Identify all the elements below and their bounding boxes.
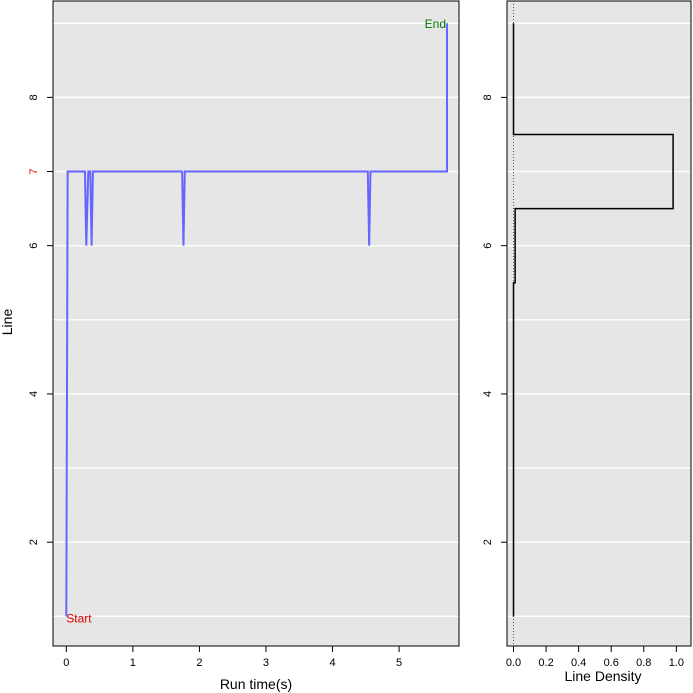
x-tick-label: 1.0 <box>669 657 684 669</box>
density-x-axis-title: Line Density <box>564 668 641 684</box>
x-tick-label: 0.0 <box>506 657 521 669</box>
y-tick-label: 6 <box>482 243 494 249</box>
trace-series-line <box>65 23 449 617</box>
trace-y-axis-title: Line <box>0 309 15 336</box>
x-tick-label: 2 <box>196 657 202 669</box>
x-tick-label: 0 <box>63 657 69 669</box>
plot-frame <box>52 0 460 647</box>
trace-panel: 0 1 2 3 4 5 2 4 6 7 8 Start End <box>28 0 460 669</box>
x-tick-label: 0.2 <box>538 657 553 669</box>
y-tick-label: 4 <box>482 391 494 397</box>
x-tick-label: 0.8 <box>636 657 651 669</box>
trace-x-axis-title: Run time(s) <box>220 676 292 692</box>
x-tick-label: 0.6 <box>604 657 619 669</box>
end-annotation: End <box>425 17 446 31</box>
y-tick-label: 2 <box>482 539 494 545</box>
plot-background <box>507 1 691 646</box>
y-tick-label: 2 <box>28 539 40 545</box>
density-panel: 0.0 0.2 0.4 0.6 0.8 1.0 2 4 6 8 <box>482 0 692 669</box>
plot-background <box>53 1 459 646</box>
plot-frame <box>506 0 692 647</box>
y-tick-label: 7 <box>28 168 40 174</box>
start-annotation: Start <box>66 611 92 625</box>
y-tick-label: 4 <box>28 391 40 397</box>
x-tick-label: 0.4 <box>571 657 586 669</box>
y-tick-label: 8 <box>28 94 40 100</box>
y-tick-label: 6 <box>28 243 40 249</box>
x-tick-label: 3 <box>263 657 269 669</box>
y-tick-label: 8 <box>482 94 494 100</box>
x-tick-label: 1 <box>130 657 136 669</box>
density-series-line <box>512 23 674 617</box>
x-tick-label: 4 <box>329 657 335 669</box>
x-tick-label: 5 <box>396 657 402 669</box>
